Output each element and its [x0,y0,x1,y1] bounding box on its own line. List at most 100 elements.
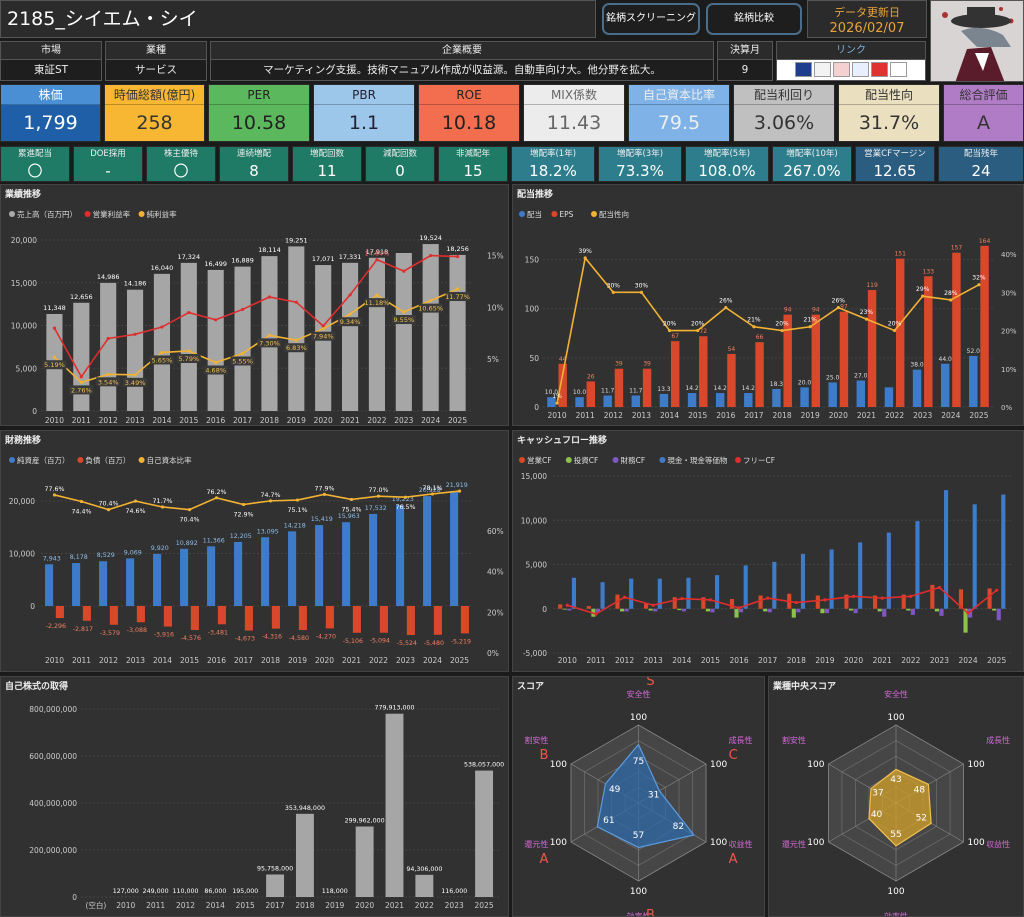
dividend-bar [715,393,725,407]
net-margin-line-point [375,293,379,297]
x-tick-label: (空白) [85,900,106,910]
stat-12: 配当残年 24 [938,146,1024,182]
fcf-line-point [794,600,798,605]
net-margin-label-bg [149,355,174,365]
equity-ratio-label: 70.4% [98,501,118,508]
card-6: 自己資本比率 79.5 [628,84,730,142]
radar-grade: B [646,908,655,916]
x-tick-label: 2011 [72,416,91,425]
net-margin-line-point [214,360,218,365]
x-tick-label: 2015 [236,901,255,910]
equity-ratio-line-point [376,494,381,498]
x-tick-label: 2012 [99,656,118,665]
eps-bar [727,353,736,407]
eps-bar [867,290,877,407]
legend-marker [9,457,15,463]
fcf-line-point [622,595,627,599]
sales-label: 16,499 [204,260,227,268]
fcf-line-point [851,594,856,598]
x-tick-label: 2014 [206,901,225,910]
eps-label: 26 [587,373,595,380]
compare-button[interactable]: 銘柄比較 [706,3,802,35]
screening-button[interactable]: 銘柄スクリーニング [602,3,700,35]
buyback-label: 95,758,000 [257,865,293,872]
zaimu-title: 財務推移 [5,436,42,446]
sales-bar [368,257,385,411]
stat-9: 増配率(5年) 108.0% [685,146,769,182]
net-margin-line-point [402,310,406,314]
kabuyutai-link-icon[interactable] [890,62,907,77]
radar-value: 49 [609,785,621,795]
cash-bar [915,521,920,609]
assets-bar [153,553,162,606]
net-margin-label: 9.55% [393,316,414,324]
equity-ratio-label: 77.6% [44,486,64,493]
op-margin-line-point [106,336,110,341]
chart-link-icon[interactable] [852,62,869,77]
net-margin-line [53,288,458,384]
invcf-bar [820,608,825,614]
sales-label: 19,524 [419,234,442,242]
radar-max-label: 100 [550,838,567,848]
median-title: 業種中央スコア [773,682,837,692]
shikiho-link-icon[interactable] [871,62,888,77]
liab-label: -4,576 [181,635,201,642]
dividend-bar [659,393,669,407]
eps-bar [783,314,792,407]
net-margin-label: 3.49% [125,379,146,387]
buyback-label: 195,000 [232,888,258,895]
legend-label: 自己資本比率 [147,455,192,465]
liab-label: -5,106 [343,638,363,645]
opcf-bar [958,589,964,609]
cash-bar [600,582,605,609]
x-tick-label: 2013 [632,411,651,420]
equity-ratio-line-point [52,493,57,497]
x-tick-label: 2022 [367,416,386,425]
liab-bar [136,606,145,623]
x-tick-label: 2019 [288,656,307,665]
fincf-bar [968,608,973,618]
op-margin-line-point [240,307,245,312]
fincf-bar [653,608,658,612]
cash-bar [886,532,891,609]
opcf-bar [987,588,992,609]
card-4: ROE 10.18 [418,84,520,142]
eps-label: 39 [643,361,651,368]
y-tick-label: 0 [30,602,35,611]
x-tick-label: 2019 [287,416,306,425]
dividend-label: 13.3 [657,386,671,393]
payout-label: 20% [663,321,677,328]
eps-label: 67 [671,333,679,340]
opcf-bar [815,595,820,609]
y-tick-label: 15,000 [11,279,37,288]
y2-tick-label: 20% [1001,328,1017,336]
stat-2: 株主優待〇 [146,146,216,182]
payout-line-point [808,325,812,329]
net-margin-line-point [79,380,83,384]
opcf-bar [558,604,563,609]
eps-label: 94 [784,307,792,314]
eps-label: 157 [951,245,963,252]
card-5: MIX係数 11.43 [523,84,625,142]
buyback-bar [355,826,374,897]
liab-bar [217,606,226,625]
stat-7: 増配率(1年) 18.2% [511,146,595,182]
radar-value: 61 [603,816,614,826]
fincf-bar [853,608,858,614]
sales-bar [127,289,144,411]
card-value: 3.06% [753,112,815,134]
ir-bank-link-icon[interactable] [795,62,812,77]
sales-label: 17,918 [366,248,389,256]
fincf-bar [910,608,915,615]
kabutan-link-icon[interactable] [814,62,831,77]
x-tick-label: 2022 [885,411,904,420]
assets-bar [99,561,108,606]
y-tick-label: 50 [529,354,539,363]
radar-max-label: 100 [887,713,904,723]
eps-bar [811,314,821,407]
net-margin-line-point [455,287,460,291]
equity-ratio-line-point [133,499,138,503]
sales-bar [449,254,466,411]
fincf-bar [567,608,572,611]
minkabu-link-icon[interactable] [833,62,850,77]
